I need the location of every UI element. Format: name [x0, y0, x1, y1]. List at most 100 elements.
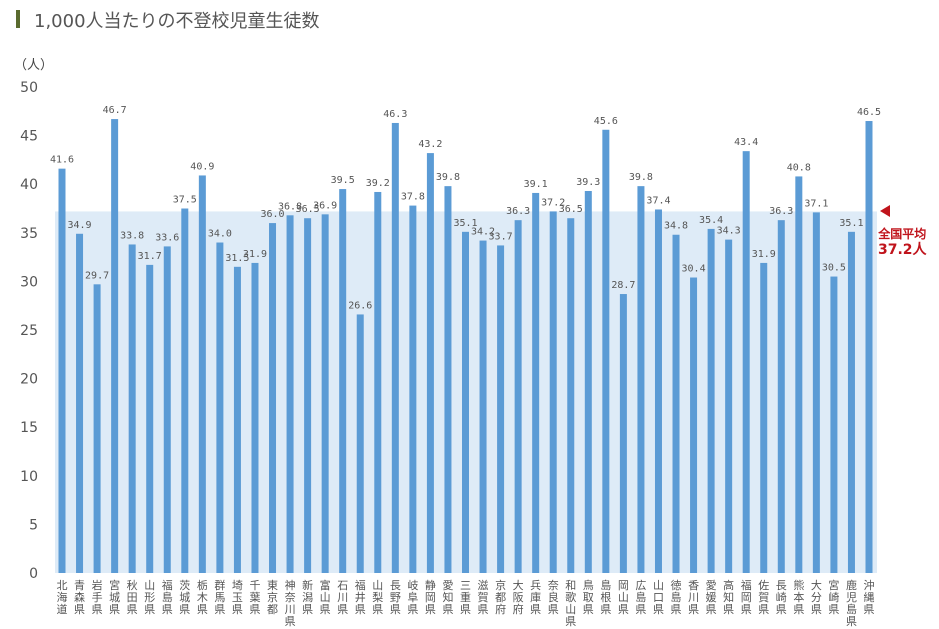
x-tick-label: 岡	[741, 591, 752, 604]
x-tick-label: 山	[320, 591, 331, 604]
x-tick-label: 阜	[407, 591, 418, 604]
x-tick-label: 県	[460, 603, 471, 616]
bar	[602, 129, 610, 573]
data-label: 37.8	[401, 192, 425, 203]
x-tick-label: 県	[214, 603, 225, 616]
data-label: 40.8	[787, 162, 811, 173]
x-tick-label: 福	[741, 578, 752, 592]
x-tick-label: 手	[92, 590, 103, 604]
data-label: 28.7	[611, 280, 635, 291]
data-label: 36.5	[559, 204, 583, 215]
x-tick-label: 県	[635, 603, 646, 616]
y-tick-label: 10	[20, 469, 38, 485]
bar	[409, 205, 417, 574]
data-label: 37.5	[173, 195, 197, 206]
x-tick-label: 城	[179, 591, 190, 604]
x-tick-label: 岩	[92, 578, 103, 592]
data-label: 39.3	[576, 177, 600, 188]
x-tick-label: 大	[811, 578, 822, 592]
x-tick-label: 道	[57, 602, 68, 616]
bar	[339, 189, 347, 573]
x-tick-label: 県	[355, 603, 366, 616]
x-tick-label: 千	[249, 579, 260, 592]
data-label: 31.9	[752, 249, 776, 260]
x-tick-label: 県	[864, 603, 875, 616]
x-tick-label: 福	[355, 578, 366, 592]
x-tick-label: 城	[109, 591, 120, 604]
x-tick-label: 崎	[776, 590, 787, 604]
x-tick-label: 玉	[232, 591, 243, 604]
x-tick-label: 島	[671, 590, 682, 604]
data-label: 37.4	[646, 195, 670, 206]
data-label: 39.1	[524, 179, 548, 190]
x-tick-label: 取	[583, 591, 594, 604]
data-label: 34.9	[67, 220, 91, 231]
x-tick-label: 兵	[530, 579, 541, 592]
x-tick-label: 県	[285, 615, 296, 628]
x-tick-label: 知	[442, 590, 453, 604]
bar	[304, 218, 312, 573]
bar	[865, 121, 873, 574]
data-label: 34.0	[208, 229, 232, 240]
bar	[93, 284, 101, 573]
x-tick-label: 県	[74, 603, 85, 616]
bar	[690, 277, 698, 573]
y-tick-label: 45	[20, 129, 38, 145]
x-tick-label: 県	[846, 615, 857, 628]
bar	[847, 231, 855, 573]
x-tick-label: 奈	[285, 590, 296, 604]
y-axis-label: （人）	[14, 58, 54, 73]
bar	[654, 209, 662, 574]
y-tick-label: 0	[29, 566, 38, 582]
data-label: 35.4	[699, 215, 723, 226]
x-tick-label: 県	[372, 603, 383, 616]
bar	[619, 294, 627, 573]
x-tick-label: 葉	[249, 590, 260, 604]
x-tick-label: 和	[565, 579, 576, 592]
average-annotation: 全国平均 37.2人	[878, 226, 927, 258]
x-tick-label: 重	[460, 590, 471, 604]
bar	[286, 215, 294, 573]
x-tick-label: 海	[57, 590, 68, 604]
bar	[760, 262, 768, 573]
x-tick-label: 阪	[513, 590, 524, 604]
x-tick-label: 川	[285, 603, 296, 616]
x-tick-label: 都	[267, 603, 278, 616]
bar	[58, 168, 66, 573]
x-tick-label: 京	[495, 578, 506, 592]
data-label: 36.5	[296, 204, 320, 215]
x-tick-label: 長	[776, 579, 787, 592]
x-tick-label: 北	[57, 579, 68, 592]
x-tick-label: 沖	[864, 579, 875, 592]
bar	[216, 242, 224, 573]
x-tick-label: 庫	[530, 590, 541, 604]
data-label: 37.2	[541, 197, 565, 208]
x-tick-label: 東	[267, 579, 278, 592]
x-tick-label: 県	[671, 603, 682, 616]
bar	[391, 122, 399, 574]
data-label: 40.9	[190, 161, 214, 172]
data-label: 30.4	[682, 264, 706, 275]
bar	[462, 231, 469, 573]
x-tick-label: 島	[635, 590, 646, 604]
x-tick-label: 県	[179, 603, 190, 616]
x-tick-label: 県	[706, 603, 717, 616]
bar	[795, 176, 803, 573]
x-tick-label: 形	[144, 591, 155, 604]
data-label: 35.1	[453, 218, 477, 229]
x-tick-label: 茨	[179, 578, 190, 592]
x-tick-label: 分	[811, 591, 822, 604]
bar	[269, 223, 277, 573]
data-label: 36.9	[313, 200, 337, 211]
x-tick-label: 賀	[478, 591, 489, 604]
x-tick-label: 県	[776, 603, 787, 616]
x-tick-label: 県	[548, 603, 559, 616]
x-tick-label: 京	[267, 590, 278, 604]
x-tick-label: 山	[372, 579, 383, 592]
data-label: 45.6	[594, 116, 618, 127]
x-tick-label: 媛	[706, 590, 717, 604]
bar	[497, 245, 505, 573]
data-label: 39.8	[629, 172, 653, 183]
data-label: 43.2	[418, 139, 442, 150]
y-tick-label: 30	[20, 274, 38, 290]
